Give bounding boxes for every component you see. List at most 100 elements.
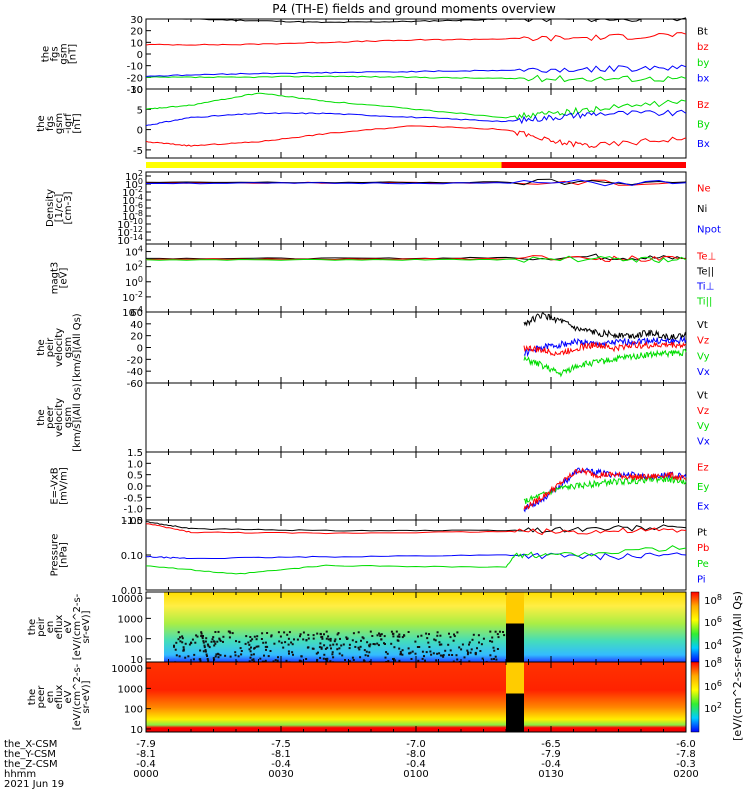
legend-item: Ne [697,183,711,194]
heatmap-gap [453,635,456,638]
heatmap-gap [202,635,204,637]
heatmap-gap [266,645,269,648]
heatmap-gap [274,659,277,662]
status-bar-yellow [146,162,502,168]
series-By [145,92,687,121]
heatmap-gap [244,642,247,645]
heatmap-gap [466,649,469,652]
footer-value: -8.1 [271,749,291,760]
heatmap-gap [346,637,349,640]
heatmap-gap [492,646,495,649]
heatmap-gap [326,657,329,660]
heatmap-gap [468,643,470,646]
heatmap-gap [319,656,322,659]
heatmap-gap [471,638,474,641]
ytick-label: 10-4 [122,305,143,319]
heatmap-gap [344,659,346,661]
heatmap-gap [300,655,303,658]
heatmap-gap [307,633,310,636]
heatmap-gap [329,644,332,647]
heatmap-gap [173,645,175,648]
heatmap-gap [357,631,360,634]
heatmap-gap [364,654,367,657]
heatmap-gap [355,640,358,643]
heatmap-gap [219,639,222,642]
figure-title: P4 (TH-E) fields and ground moments over… [272,2,556,16]
heatmap-gap [499,630,501,633]
footer-value: 0030 [268,769,293,780]
ytick-label: 60 [130,308,143,319]
legend-item: Pi [697,574,706,585]
heatmap-gap [418,646,421,648]
heatmap-gap [474,653,477,656]
heatmap-gap [307,637,310,640]
ytick-label: 100 [124,705,143,716]
heatmap-gap [202,640,205,643]
heatmap-gap [342,643,345,646]
heatmap-gap [245,635,248,638]
ytick-label: 10-2 [122,290,143,304]
ytick-label: -20 [127,73,143,84]
heatmap-gap [358,648,361,651]
series-bz [145,32,687,46]
heatmap-gap [452,639,455,642]
heatmap-gap [438,641,441,644]
ytick-label: 30 [130,15,143,26]
ytick-label: 10-12 [117,225,143,239]
heatmap-gap [200,632,203,635]
heatmap-gap [204,649,207,652]
heatmap-gap [212,636,215,639]
heatmap-gap [229,631,232,634]
heatmap-gap [337,632,340,635]
heatmap-gap [205,637,208,640]
heatmap-gap [449,649,452,652]
heatmap-gap [173,644,175,647]
heatmap-gap [497,636,500,639]
heatmap-gap [264,641,267,644]
heatmap-gap [235,640,237,643]
ytick-label: -60 [127,379,143,390]
heatmap-gap [401,636,404,639]
heatmap-fill [146,592,686,662]
heatmap-gap [211,638,214,641]
ytick-label: 0 [137,50,143,61]
heatmap-gap [204,640,207,643]
heatmap-gap [327,638,330,641]
heatmap-gap [401,649,404,652]
heatmap-gap [283,631,286,634]
heatmap-gap [321,637,324,640]
legend-item: Vx [697,367,710,378]
heatmap-gap [439,654,442,657]
series-Vy [523,348,687,378]
heatmap-gap [201,637,204,640]
heatmap-gap [326,646,329,649]
heatmap-gap [250,646,252,649]
footer-row-label: the_Y-CSM [4,749,56,760]
heatmap-gap [247,641,250,644]
heatmap-gap [181,641,184,644]
heatmap-gap [469,651,472,654]
footer-value: -8.0 [406,749,426,760]
panel-frame [145,451,687,521]
heatmap-gap [218,638,221,641]
heatmap-gap [378,632,380,635]
heatmap-gap [182,646,185,649]
heatmap-gap [390,630,393,633]
colorbar-label: [eV/(cm^2-s-sr-eV)](All Qs) [731,591,744,741]
heatmap-gap [248,648,251,651]
heatmap-gap [175,654,178,657]
heatmap-gap [184,642,187,645]
heatmap-gap [203,644,206,647]
heatmap-gap [316,659,318,662]
heatmap-gap [317,651,319,654]
legend-item: Vy [697,421,710,432]
heatmap-gap [302,638,305,641]
heatmap-gap [253,647,256,650]
legend-item: Vz [697,336,709,347]
heatmap-gap [493,658,495,660]
heatmap-gap [442,655,445,658]
heatmap-gap [234,651,237,654]
heatmap-gap [298,659,301,662]
legend-item: Pb [697,543,709,554]
footer-value: -0.3 [676,759,696,770]
